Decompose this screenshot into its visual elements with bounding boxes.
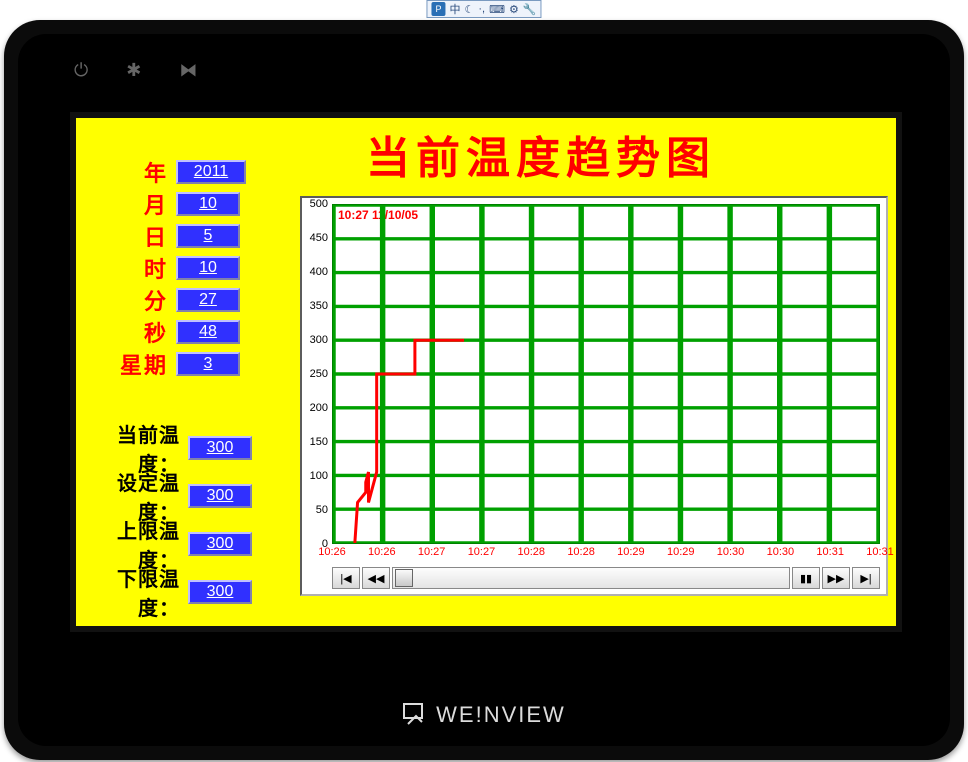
- value-lower-temp[interactable]: 300: [188, 580, 252, 604]
- x-tick-label: 10:31: [866, 546, 894, 558]
- y-tick-label: 450: [310, 232, 328, 244]
- x-tick-label: 10:27: [418, 546, 446, 558]
- brand-text: WE!NVIEW: [436, 702, 566, 728]
- ime-item[interactable]: ⌨: [489, 3, 505, 16]
- chart-y-axis: 050100150200250300350400450500: [302, 204, 330, 544]
- rewind-button[interactable]: ◀◀: [362, 567, 390, 589]
- y-tick-label: 350: [310, 300, 328, 312]
- pause-button[interactable]: ▮▮: [792, 567, 820, 589]
- x-tick-label: 10:31: [816, 546, 844, 558]
- row-set-temp: 设定温度： 300: [84, 474, 302, 518]
- datetime-panel: 年 2011 月 10 日 5 时 10: [84, 158, 294, 382]
- label-hour: 时: [84, 252, 176, 284]
- label-minute: 分: [84, 284, 176, 316]
- value-set-temp[interactable]: 300: [188, 484, 252, 508]
- hmi-screen: 当前温度趋势图 年 2011 月 10 日 5: [76, 118, 896, 626]
- value-day[interactable]: 5: [176, 224, 240, 248]
- y-tick-label: 500: [310, 198, 328, 210]
- trend-chart: 10:27 11/10/05 0501001502002503003504004…: [300, 196, 888, 596]
- x-tick-label: 10:26: [368, 546, 396, 558]
- label-second: 秒: [84, 316, 176, 348]
- temperature-panel: 当前温度： 300 设定温度： 300 上限温度： 300 下限温度：: [84, 426, 302, 618]
- x-tick-label: 10:29: [617, 546, 645, 558]
- ime-item[interactable]: 中: [449, 1, 460, 17]
- status-leds: ⏻ ✱ ⧓: [74, 60, 197, 81]
- label-month: 月: [84, 188, 176, 220]
- playbar-track[interactable]: [392, 567, 790, 589]
- value-current-temp[interactable]: 300: [188, 436, 252, 460]
- row-hour: 时 10: [84, 254, 294, 282]
- label-year: 年: [84, 156, 176, 188]
- y-tick-label: 300: [310, 334, 328, 346]
- row-year: 年 2011: [84, 158, 294, 186]
- x-tick-label: 10:28: [567, 546, 595, 558]
- value-second[interactable]: 48: [176, 320, 240, 344]
- value-minute[interactable]: 27: [176, 288, 240, 312]
- ime-item[interactable]: ·,: [478, 3, 485, 15]
- brand-icon: [402, 702, 428, 728]
- playbar-thumb[interactable]: [395, 569, 413, 587]
- y-tick-label: 200: [310, 402, 328, 414]
- ime-item[interactable]: ☾: [464, 3, 474, 16]
- power-icon: ⏻: [74, 60, 88, 81]
- y-tick-label: 50: [316, 504, 328, 516]
- ime-bar: P 中 ☾ ·, ⌨ ⚙ 🔧: [426, 0, 541, 18]
- row-minute: 分 27: [84, 286, 294, 314]
- skip-end-button[interactable]: ▶|: [852, 567, 880, 589]
- x-tick-label: 10:27: [468, 546, 496, 558]
- forward-button[interactable]: ▶▶: [822, 567, 850, 589]
- row-current-temp: 当前温度： 300: [84, 426, 302, 470]
- hmi-device-frame: ⏻ ✱ ⧓ 当前温度趋势图 年 2011 月 10 日: [4, 20, 964, 760]
- x-tick-label: 10:29: [667, 546, 695, 558]
- row-upper-temp: 上限温度： 300: [84, 522, 302, 566]
- row-day: 日 5: [84, 222, 294, 250]
- y-tick-label: 250: [310, 368, 328, 380]
- screen-bezel: 当前温度趋势图 年 2011 月 10 日 5: [70, 112, 902, 632]
- value-year[interactable]: 2011: [176, 160, 246, 184]
- label-day: 日: [84, 220, 176, 252]
- x-tick-label: 10:30: [767, 546, 795, 558]
- value-weekday[interactable]: 3: [176, 352, 240, 376]
- value-month[interactable]: 10: [176, 192, 240, 216]
- ime-logo-icon: P: [431, 2, 445, 16]
- row-weekday: 星期 3: [84, 350, 294, 378]
- row-second: 秒 48: [84, 318, 294, 346]
- chart-plot-area: [332, 204, 880, 544]
- page-title: 当前温度趋势图: [366, 122, 716, 186]
- ime-item[interactable]: 🔧: [523, 3, 537, 16]
- device-brand: WE!NVIEW: [18, 702, 950, 728]
- chart-playbar: |◀ ◀◀ ▮▮ ▶▶ ▶|: [332, 566, 880, 590]
- value-upper-temp[interactable]: 300: [188, 532, 252, 556]
- star-icon: ✱: [126, 60, 141, 81]
- x-tick-label: 10:28: [518, 546, 546, 558]
- chart-svg: [333, 205, 879, 543]
- network-icon: ⧓: [179, 60, 197, 81]
- hmi-device-inner: ⏻ ✱ ⧓ 当前温度趋势图 年 2011 月 10 日: [18, 34, 950, 746]
- chart-x-axis: 10:2610:2610:2710:2710:2810:2810:2910:29…: [332, 546, 880, 562]
- ime-item[interactable]: ⚙: [509, 3, 519, 16]
- row-month: 月 10: [84, 190, 294, 218]
- label-weekday: 星期: [84, 348, 176, 380]
- y-tick-label: 400: [310, 266, 328, 278]
- value-hour[interactable]: 10: [176, 256, 240, 280]
- x-tick-label: 10:26: [318, 546, 346, 558]
- row-lower-temp: 下限温度： 300: [84, 570, 302, 614]
- y-tick-label: 100: [310, 470, 328, 482]
- x-tick-label: 10:30: [717, 546, 745, 558]
- label-lower-temp: 下限温度：: [84, 563, 188, 621]
- y-tick-label: 150: [310, 436, 328, 448]
- skip-start-button[interactable]: |◀: [332, 567, 360, 589]
